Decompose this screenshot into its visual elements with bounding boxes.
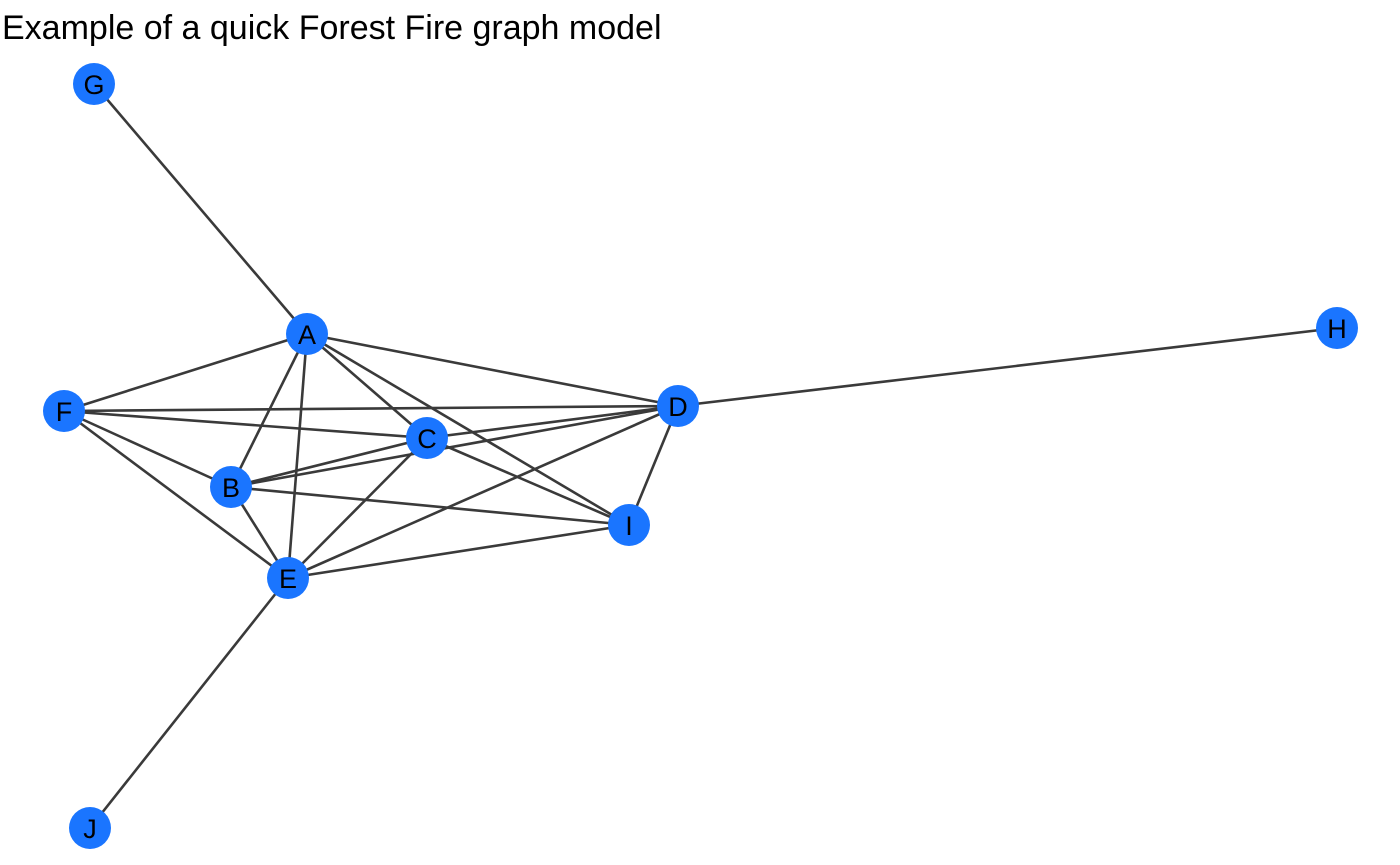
edge-d-i [627,405,680,526]
node-circle [406,417,448,459]
edges-layer [63,83,1338,829]
node-circle [210,466,252,508]
edge-e-i [287,523,630,580]
edge-d-c [426,404,679,440]
node-label: G [83,70,104,100]
edge-d-e [287,404,679,580]
edge-d-h [677,326,1338,408]
node-circle [286,313,328,355]
node-circle [43,390,85,432]
node-f: F [43,390,85,432]
edge-a-d [306,332,679,408]
node-c: C [406,417,448,459]
node-circle [73,63,115,105]
edge-f-e [63,409,289,580]
nodes-layer: G A H F D C B I E J [43,63,1358,849]
node-circle [69,807,111,849]
edge-a-c [306,333,428,439]
node-label: B [222,473,240,503]
edge-a-f [63,332,308,413]
edge-a-i [306,332,630,527]
node-g: G [73,63,115,105]
node-e: E [267,557,309,599]
node-label: F [56,397,73,427]
node-b: B [210,466,252,508]
node-label: E [279,564,297,594]
node-a: A [286,313,328,355]
edge-f-c [63,409,428,440]
node-circle [1316,307,1358,349]
edge-g-a [93,83,308,335]
edge-a-e [286,333,309,579]
edge-f-b [63,409,232,489]
node-circle [657,385,699,427]
node-circle [608,504,650,546]
edge-c-i [426,436,630,527]
edge-b-i [230,485,630,527]
node-label: I [625,511,633,541]
edge-d-b [230,404,679,489]
node-label: C [417,424,437,454]
node-circle [267,557,309,599]
node-label: J [83,814,97,844]
edge-e-j [88,577,290,829]
node-label: A [298,320,316,350]
node-i: I [608,504,650,546]
edge-f-d [63,404,679,413]
node-j: J [69,807,111,849]
edge-c-b [230,436,428,489]
node-h: H [1316,307,1358,349]
diagram-title: Example of a quick Forest Fire graph mod… [2,9,662,47]
edge-c-e [287,437,428,579]
node-label: H [1327,314,1347,344]
node-label: D [668,392,688,422]
node-d: D [657,385,699,427]
